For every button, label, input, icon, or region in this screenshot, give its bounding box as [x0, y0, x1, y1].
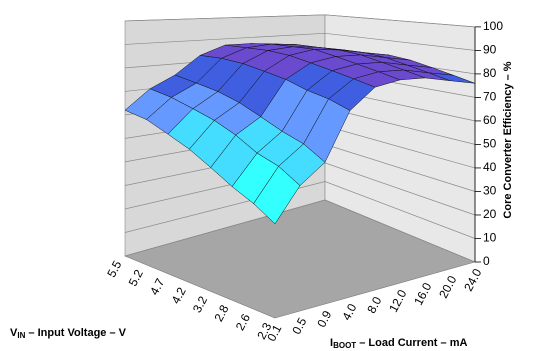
- x-title-rest: – Load Current – mA: [356, 337, 467, 349]
- z-tick-label: 10: [483, 231, 497, 245]
- y-tick-label: 3.2: [190, 293, 210, 315]
- grid-line: [124, 199, 476, 263]
- z-tick-label: 60: [483, 113, 497, 127]
- z-tick-label: 90: [483, 43, 497, 57]
- y-tick-label: 2.6: [233, 311, 253, 333]
- z-tick-label: 40: [483, 160, 497, 174]
- x-tick-label: 20.0: [436, 273, 459, 300]
- z-tick-label: 20: [483, 207, 497, 221]
- y-axis-title: VIN – Input Voltage – V: [10, 327, 127, 340]
- z-tick-label: 100: [483, 19, 503, 33]
- z-tick-label: 50: [483, 137, 497, 151]
- y-title-sub: IN: [17, 331, 25, 340]
- x-title-sub: BOOT: [333, 341, 356, 350]
- y-tick-label: 4.7: [147, 276, 167, 298]
- x-tick-label: 4.0: [339, 301, 359, 323]
- y-tick-label: 5.5: [104, 258, 124, 280]
- z-tick-label: 70: [483, 90, 497, 104]
- y-title-main: V: [10, 327, 18, 339]
- z-tick-label: 0: [483, 254, 490, 268]
- z-tick-label: 80: [483, 66, 497, 80]
- y-tick-label: 2.8: [211, 302, 231, 324]
- y-tick-label: 5.2: [126, 267, 146, 289]
- z-tick-label: 30: [483, 184, 497, 198]
- x-axis-title: IBOOT – Load Current – mA: [330, 337, 467, 350]
- grid-line: [124, 14, 476, 28]
- z-axis-title: Core Converter Efficiency – %: [502, 61, 514, 218]
- x-tick-label: 0.9: [314, 308, 334, 330]
- y-title-rest: – Input Voltage – V: [25, 327, 126, 339]
- x-title-main: I: [330, 337, 333, 349]
- x-tick-label: 16.0: [411, 280, 434, 307]
- y-tick-label: 4.2: [169, 285, 189, 307]
- x-tick-label: 8.0: [364, 294, 384, 316]
- x-tick-label: 0.5: [289, 315, 309, 337]
- x-tick-label: 12.0: [386, 287, 409, 314]
- grid-line: [124, 162, 476, 216]
- x-tick-label: 24.0: [461, 266, 484, 293]
- grid-line: [124, 181, 476, 239]
- grid-line: [124, 32, 476, 51]
- surface-cell: [253, 165, 301, 225]
